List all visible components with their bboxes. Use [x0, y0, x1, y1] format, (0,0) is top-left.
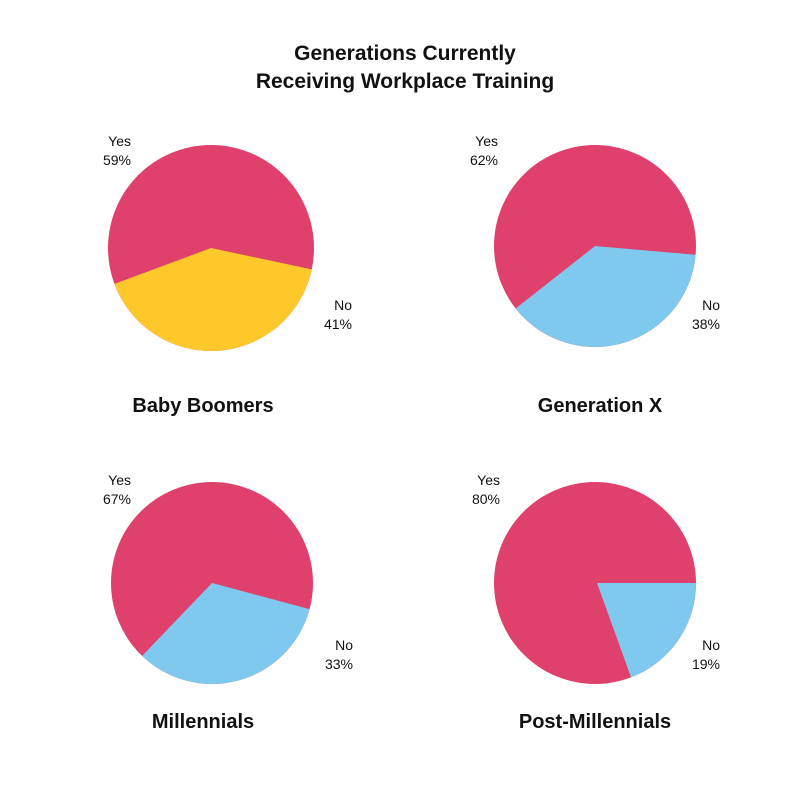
pie-chart-baby-boomers [108, 145, 314, 352]
slice-value-yes: 62% [469, 152, 498, 168]
pie-chart-generation-x [494, 145, 696, 347]
slice-value-no: 38% [691, 316, 720, 332]
slice-label-no: No 38% [687, 296, 720, 334]
slice-value-no: 19% [691, 656, 720, 672]
slice-label-no: No 41% [320, 296, 352, 334]
chart-title-line-1: Generations Currently [294, 42, 516, 65]
pie-slice-no [142, 583, 310, 684]
pie-slice-no [114, 248, 312, 352]
slice-label-yes-text: Yes [477, 472, 500, 488]
slice-label-no-text: No [702, 297, 720, 313]
pie-panel-post-millennials: Yes 80% No 19% Post-Millennials [465, 467, 765, 797]
slice-value-no: 33% [324, 656, 353, 672]
slice-value-yes: 67% [102, 491, 131, 507]
pie-title-generation-x: Generation X [537, 395, 663, 417]
slice-label-yes-text: Yes [108, 133, 131, 149]
slice-value-yes: 80% [471, 491, 500, 507]
pie-panel-millennials: Yes 67% No 33% Millennials [95, 467, 395, 797]
pie-title-post-millennials: Post-Millennials [518, 711, 672, 733]
slice-label-yes: Yes 67% [95, 471, 131, 509]
slice-label-yes: Yes 59% [95, 132, 131, 170]
pie-title-millennials: Millennials [151, 711, 255, 733]
pie-slice-no [597, 583, 696, 678]
chart-title: Generations Currently Receiving Workplac… [0, 40, 810, 96]
slice-value-yes: 59% [102, 152, 131, 168]
slice-label-no-text: No [702, 637, 720, 653]
pie-panel-baby-boomers: Yes 59% No 41% Baby Boomers [95, 130, 395, 460]
slice-label-no-text: No [335, 637, 353, 653]
pie-title-baby-boomers: Baby Boomers [132, 395, 274, 417]
slice-label-yes-text: Yes [475, 133, 498, 149]
pie-slice-no [515, 246, 696, 347]
slice-label-no: No 19% [687, 636, 720, 674]
pie-chart-post-millennials [494, 482, 696, 684]
pie-chart-millennials [111, 482, 313, 684]
slice-label-yes-text: Yes [108, 472, 131, 488]
chart-title-line-2: Receiving Workplace Training [255, 70, 555, 93]
slice-label-no: No 33% [320, 636, 353, 674]
slice-label-yes: Yes 62% [465, 132, 498, 170]
slice-label-no-text: No [334, 297, 352, 313]
slice-label-yes: Yes 80% [465, 471, 500, 509]
pie-panel-generation-x: Yes 62% No 38% Generation X [465, 130, 765, 460]
slice-value-no: 41% [323, 316, 352, 332]
